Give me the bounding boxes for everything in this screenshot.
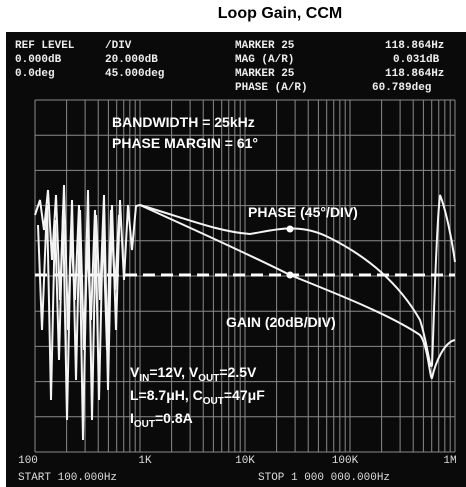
header-text: 0.000dB <box>15 54 62 66</box>
x-tick-label: 100K <box>332 455 359 467</box>
x-tick-label: 1M <box>443 455 456 467</box>
footer-text: STOP 1 000 000.000Hz <box>258 472 390 484</box>
annotation: GAIN (20dB/DIV) <box>226 314 336 330</box>
condition-text: =0.8A <box>155 410 193 426</box>
condition-line: L=8.7μH, COUT=47μF <box>130 387 265 407</box>
marker <box>286 225 294 233</box>
x-tick-label: 10K <box>235 455 255 467</box>
noise <box>34 184 141 421</box>
footer-text: START 100.000Hz <box>18 472 117 484</box>
condition-text: I <box>130 410 134 426</box>
header-text: 0.031dB <box>393 54 440 66</box>
condition-text: =12V, V <box>149 364 199 380</box>
header-text: 118.864Hz <box>385 68 444 80</box>
annotation: PHASE (45°/DIV) <box>248 204 358 220</box>
phase-curve <box>139 194 456 368</box>
annotation: BANDWIDTH = 25kHz <box>112 114 255 130</box>
header-text: 118.864Hz <box>385 40 444 52</box>
condition-text: =2.5V <box>219 364 257 380</box>
subscript: OUT <box>134 419 155 430</box>
header-text: 0.0deg <box>15 68 55 80</box>
condition-text: =47μF <box>224 387 265 403</box>
header-text: /DIV <box>105 40 132 52</box>
grid <box>34 99 456 453</box>
header-text: 20.000dB <box>105 54 158 66</box>
subscript: OUT <box>203 396 224 407</box>
condition-line: IOUT=0.8A <box>130 410 193 430</box>
header-text: MARKER 25 <box>235 40 295 52</box>
x-tick-label: 1K <box>138 455 152 467</box>
header-text: 45.000deg <box>105 68 164 80</box>
condition-line: VIN=12V, VOUT=2.5V <box>130 364 257 384</box>
condition-text: V <box>130 364 140 380</box>
condition-text: L=8.7μH, C <box>130 387 203 403</box>
subscript: OUT <box>198 373 219 384</box>
header-text: REF LEVEL <box>15 40 75 52</box>
marker <box>286 271 294 279</box>
annotation: PHASE MARGIN = 61° <box>112 135 258 151</box>
gain-curve <box>139 204 456 380</box>
noise <box>37 204 120 441</box>
subscript: IN <box>139 373 149 384</box>
title: Loop Gain, CCM <box>218 5 342 22</box>
conditions: VIN=12V, VOUT=2.5VL=8.7μH, COUT=47μFIOUT… <box>130 364 265 430</box>
header-text: 60.789deg <box>372 82 431 94</box>
x-tick-label: 100 <box>18 455 38 467</box>
header-text: MAG (A/R) <box>235 54 294 66</box>
header-text: PHASE (A/R) <box>235 82 308 94</box>
header-text: MARKER 25 <box>235 68 295 80</box>
